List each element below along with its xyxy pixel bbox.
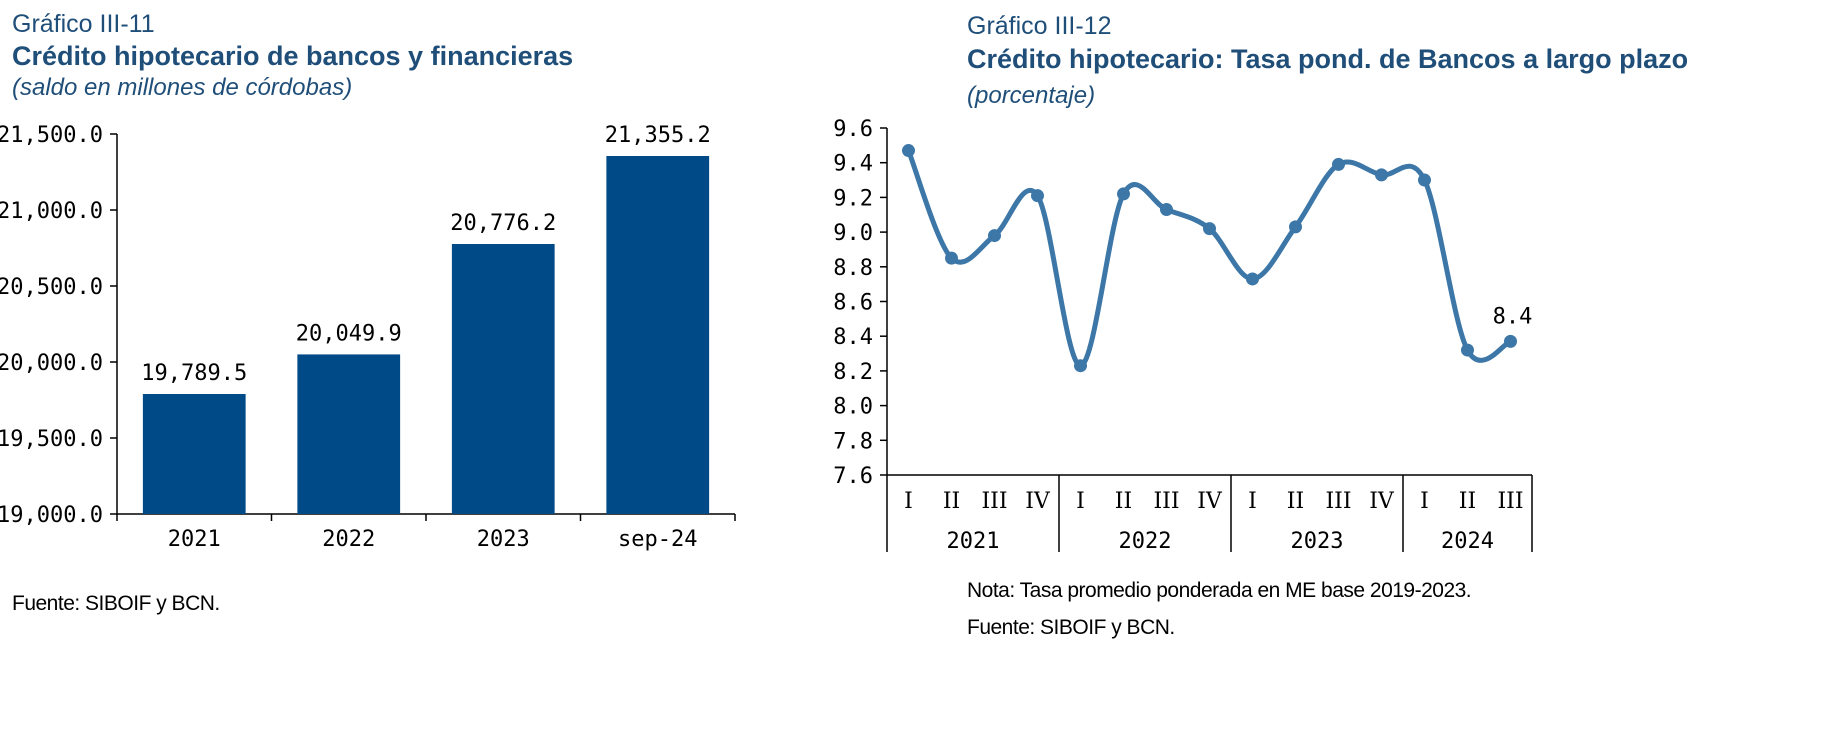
x-tick-label: III <box>1497 489 1523 514</box>
chart-number: Gráfico III-12 <box>967 12 1112 40</box>
bar-chart: 19,000.0 19,500.0 20,000.0 20,500.0 21,000.0… <box>0 123 736 552</box>
y-tick-label: 21,500.0 <box>0 123 103 148</box>
data-label: 8.4 <box>1493 304 1533 329</box>
chart-title: Crédito hipotecario: Tasa pond. de Banco… <box>967 44 1689 74</box>
data-label: 19,789.5 <box>141 361 247 386</box>
data-label: 20,776.2 <box>450 211 556 236</box>
data-label: 21,355.2 <box>605 123 711 148</box>
data-point <box>902 144 915 158</box>
x-tick-label: 2022 <box>322 527 375 552</box>
data-point <box>1418 173 1431 187</box>
y-tick-label: 8.0 <box>833 395 873 420</box>
data-point <box>1504 334 1517 348</box>
x-tick-label: II <box>1459 489 1476 514</box>
bar <box>297 354 401 514</box>
data-point <box>1289 220 1302 234</box>
y-tick-label: 9.4 <box>833 152 873 177</box>
y-tick-label: 19,000.0 <box>0 503 103 528</box>
x-tick-label: II <box>1287 489 1304 514</box>
y-tick-label: 8.2 <box>833 360 873 385</box>
bar <box>606 156 710 515</box>
x-tick-label: I <box>1248 489 1257 514</box>
data-point <box>1246 272 1259 286</box>
x-tick-label: I <box>1420 489 1429 514</box>
data-point <box>1074 359 1087 373</box>
x-tick-label: I <box>904 489 913 514</box>
x-tick-label: IV <box>1369 489 1395 514</box>
data-point <box>1031 189 1044 203</box>
y-tick-label: 7.6 <box>833 464 873 489</box>
data-point <box>1203 222 1216 236</box>
y-tick-label: 21,000.0 <box>0 199 103 224</box>
chart-subtitle: (saldo en millones de córdobas) <box>12 74 353 101</box>
chart-number: Gráfico III-11 <box>12 10 155 38</box>
x-tick-label: I <box>1076 489 1085 514</box>
data-label: 20,049.9 <box>296 321 402 346</box>
line-chart: 7.67.88.08.28.48.68.89.09.29.49.6I II III I… <box>833 117 1533 554</box>
data-point <box>988 229 1001 243</box>
x-tick-label: sep-24 <box>618 527 697 552</box>
y-tick-label: 9.2 <box>833 186 873 211</box>
y-tick-label: 20,000.0 <box>0 351 103 376</box>
data-point <box>1160 203 1173 217</box>
chart-title: Crédito hipotecario de bancos y financie… <box>12 41 574 71</box>
bar <box>451 244 555 515</box>
year-label: 2023 <box>1291 529 1344 554</box>
y-tick-label: 19,500.0 <box>0 427 103 452</box>
chart-note: Nota: Tasa promedio ponderada en ME base… <box>967 579 1472 602</box>
data-point <box>1375 168 1388 182</box>
y-tick-label: 9.6 <box>833 117 873 142</box>
x-tick-label: 2023 <box>477 527 530 552</box>
chart-subtitle: (porcentaje) <box>967 82 1096 109</box>
y-tick-label: 8.8 <box>833 256 873 281</box>
year-label: 2024 <box>1441 529 1494 554</box>
year-label: 2021 <box>947 529 1000 554</box>
data-point <box>945 251 958 265</box>
x-tick-label: III <box>1153 489 1179 514</box>
chart-panel-interest-rate: Gráfico III-12 Crédito hipotecario: Tasa… <box>833 0 1824 747</box>
x-tick-label: II <box>1115 489 1132 514</box>
y-tick-label: 20,500.0 <box>0 275 103 300</box>
y-tick-label: 8.6 <box>833 291 873 316</box>
year-label: 2022 <box>1119 529 1172 554</box>
data-point <box>1461 343 1474 357</box>
x-tick-label: 2021 <box>168 527 221 552</box>
x-tick-label: IV <box>1197 489 1223 514</box>
chart-panel-credit-balance: Gráfico III-11 Crédito hipotecario de ba… <box>0 10 736 615</box>
y-tick-label: 8.4 <box>833 325 873 350</box>
x-tick-label: III <box>981 489 1007 514</box>
chart-source: Fuente: SIBOIF y BCN. <box>967 616 1175 639</box>
x-tick-label: III <box>1325 489 1351 514</box>
data-point <box>1117 187 1130 201</box>
x-tick-label: II <box>943 489 960 514</box>
x-tick-label: IV <box>1025 489 1051 514</box>
y-tick-label: 9.0 <box>833 221 873 246</box>
bar <box>142 393 246 514</box>
data-point <box>1332 157 1345 171</box>
y-tick-label: 7.8 <box>833 429 873 454</box>
chart-source: Fuente: SIBOIF y BCN. <box>12 592 220 615</box>
